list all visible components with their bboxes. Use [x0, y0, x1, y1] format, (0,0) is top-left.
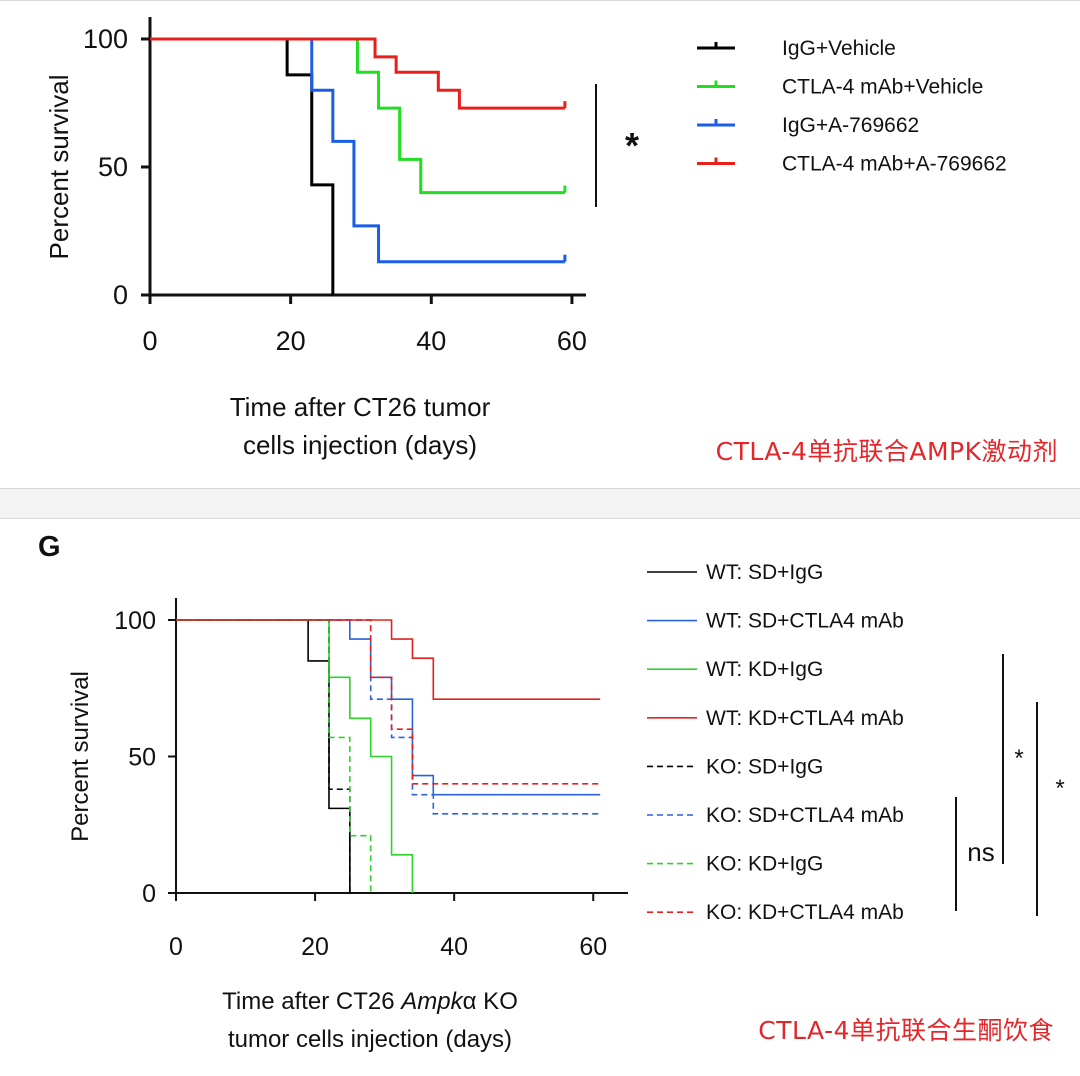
y-axis-label: Percent survival — [67, 671, 94, 842]
survival-curve-7 — [176, 619, 372, 893]
survival-curve-8 — [176, 619, 601, 785]
x-axis-label-part: Time after CT26 — [222, 988, 401, 1015]
legend-label-7: KO: KD+IgG — [706, 853, 823, 876]
x-axis-label-gene: Ampk — [399, 988, 464, 1015]
survival-curve-3 — [150, 37, 565, 264]
y-tick-label: 100 — [114, 607, 156, 635]
legend-label-1: IgG+Vehicle — [782, 37, 896, 60]
x-tick-label: 20 — [276, 326, 306, 356]
legend-label-8: KO: KD+CTLA4 mAb — [706, 901, 904, 924]
x-axis-label: Time after CT26 tumor — [230, 392, 491, 422]
chart-2: 0 20 40 60 0 50 100 Percent survival Time after … — [67, 561, 1065, 1053]
y-axis-label: Percent survival — [44, 75, 74, 260]
significance-star: * — [625, 125, 639, 166]
x-tick-label: 40 — [440, 933, 468, 961]
survival-curve-3 — [176, 619, 414, 893]
x-axis-label-part: α KO — [463, 988, 518, 1015]
bottom-figure-panel — [0, 518, 1080, 1076]
y-tick-label: 0 — [142, 880, 156, 908]
x-axis-label: cells injection (days) — [243, 430, 477, 460]
x-tick-label: 20 — [301, 933, 329, 961]
survival-curve-2 — [150, 37, 565, 195]
survival-curve-1 — [150, 37, 335, 295]
y-tick-label: 50 — [128, 744, 156, 772]
x-tick-label: 40 — [416, 326, 446, 356]
y-tick-label: 100 — [83, 24, 128, 54]
x-axis-label: Time after CT26 Ampkα KO — [222, 988, 518, 1015]
y-tick-label: 0 — [113, 280, 128, 310]
chart-1: 0 20 40 60 0 50 100 Percent survival Time after … — [44, 17, 1007, 460]
x-tick-label: 0 — [142, 326, 157, 356]
legend-label-3: WT: KD+IgG — [706, 658, 823, 681]
panel-letter: G — [38, 531, 61, 563]
legend-label-6: KO: SD+CTLA4 mAb — [706, 804, 904, 827]
top-figure-panel — [0, 0, 1080, 489]
x-tick-label: 60 — [557, 326, 587, 356]
survival-curve-1 — [176, 619, 351, 893]
legend-label-1: WT: SD+IgG — [706, 561, 823, 584]
significance-star-2: * — [1055, 775, 1064, 802]
y-tick-label: 50 — [98, 152, 128, 182]
caption-bottom: CTLA-4单抗联合生酮饮食 — [758, 1016, 1054, 1045]
significance-label-ns: ns — [967, 837, 994, 867]
survival-curve-6 — [176, 619, 601, 815]
legend-label-4: WT: KD+CTLA4 mAb — [706, 707, 904, 730]
legend-label-2: CTLA-4 mAb+Vehicle — [782, 76, 983, 99]
significance-star-1: * — [1014, 745, 1023, 772]
legend-label-5: KO: SD+IgG — [706, 755, 823, 778]
survival-curve-4 — [176, 619, 601, 700]
x-tick-label: 60 — [579, 933, 607, 961]
caption-top: CTLA-4单抗联合AMPK激动剂 — [715, 437, 1058, 466]
survival-curve-4 — [150, 37, 565, 110]
x-axis-label: tumor cells injection (days) — [228, 1026, 512, 1053]
legend-label-3: IgG+A-769662 — [782, 114, 919, 137]
legend-label-2: WT: SD+CTLA4 mAb — [706, 610, 904, 633]
survival-curve-2 — [176, 619, 601, 796]
legend-label-4: CTLA-4 mAb+A-769662 — [782, 153, 1007, 176]
x-tick-label: 0 — [169, 933, 183, 961]
